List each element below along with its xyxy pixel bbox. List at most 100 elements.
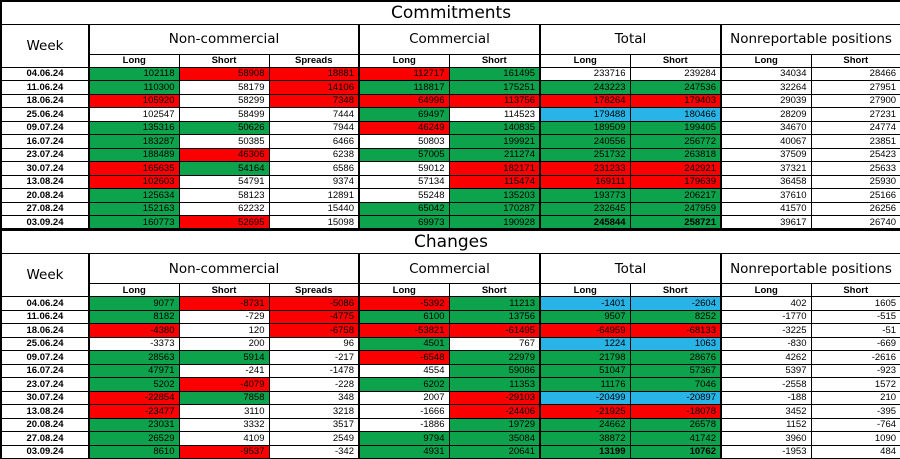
week-cell: 30.07.24 [0, 390, 90, 405]
value-cell: 263818 [629, 147, 722, 162]
value-cell: 8252 [629, 309, 722, 324]
value-cell: 36458 [720, 174, 812, 189]
value-cell: -8731 [178, 296, 270, 311]
value-cell: 165635 [88, 161, 180, 176]
value-cell: 27900 [810, 93, 900, 108]
table-row: 30.07.24 -22854 7858 348 2007 -29103 -20499 -20… [0, 390, 900, 405]
col-total-short: Short [629, 53, 722, 68]
week-cell: 23.07.24 [0, 147, 90, 162]
value-cell: -1478 [268, 363, 360, 378]
value-cell: 10762 [629, 444, 722, 459]
value-cell: 51047 [539, 363, 631, 378]
value-cell: 57005 [358, 147, 450, 162]
value-cell: -2604 [629, 296, 722, 311]
value-cell: -20499 [539, 390, 631, 405]
value-cell: -1886 [358, 417, 450, 432]
week-cell: 18.06.24 [0, 323, 90, 338]
value-cell: 58908 [178, 66, 270, 81]
group-commercial: Commercial [358, 23, 541, 55]
value-cell: 29039 [720, 93, 812, 108]
col-noncommercial-long: Long [88, 283, 180, 297]
value-cell: 8610 [88, 444, 180, 459]
value-cell: 34034 [720, 66, 812, 81]
value-cell: -29103 [448, 390, 541, 405]
value-cell: 5202 [88, 377, 180, 392]
value-cell: 28209 [720, 107, 812, 122]
value-cell: 35084 [448, 431, 541, 446]
value-cell: 102603 [88, 174, 180, 189]
value-cell: -22854 [88, 390, 180, 405]
value-cell: 8182 [88, 309, 180, 324]
value-cell: -729 [178, 309, 270, 324]
value-cell: -395 [810, 404, 900, 419]
value-cell: 22979 [448, 350, 541, 365]
table-title: Commitments [0, 0, 900, 25]
table-row: 13.08.24 -23477 3110 3218 -1666 -24406 -21925-… [0, 404, 900, 419]
value-cell: 69973 [358, 215, 450, 230]
table-row: 25.06.24 102547 58499 7444 69497 114523 179488… [0, 107, 900, 122]
group-nonreportable: Nonreportable positions [719, 253, 900, 284]
value-cell: 6466 [268, 134, 360, 149]
value-cell: 1224 [539, 336, 631, 351]
value-cell: 113756 [448, 93, 541, 108]
col-noncommercial-long: Long [88, 53, 180, 68]
week-cell: 20.08.24 [0, 188, 90, 203]
group-total: Total [539, 253, 722, 284]
group-commercial: Commercial [358, 253, 541, 284]
value-cell: 110300 [88, 80, 180, 95]
week-cell: 16.07.24 [0, 363, 90, 378]
value-cell: -830 [720, 336, 812, 351]
value-cell: 169111 [539, 174, 631, 189]
value-cell: 26256 [810, 201, 900, 216]
value-cell: 4262 [720, 350, 812, 365]
value-cell: 59012 [358, 161, 450, 176]
group-noncommercial: Non-commercial [88, 23, 360, 55]
value-cell: 206217 [629, 188, 722, 203]
value-cell: -188 [720, 390, 812, 405]
col-total-long: Long [539, 283, 631, 297]
table-row: 20.08.24 125634 58123 12891 55248 135203 19377… [0, 188, 900, 203]
value-cell: 21798 [539, 350, 631, 365]
value-cell: 25166 [810, 188, 900, 203]
value-cell: 4109 [178, 431, 270, 446]
value-cell: 7348 [268, 93, 360, 108]
value-cell: 27231 [810, 107, 900, 122]
value-cell: -1953 [720, 444, 812, 459]
value-cell: 160773 [88, 215, 180, 230]
value-cell: 2007 [358, 390, 450, 405]
week-cell: 09.07.24 [0, 120, 90, 135]
value-cell: 1572 [810, 377, 900, 392]
table-row: 03.09.24 160773 52695 15098 69973 190928 24584… [0, 215, 900, 230]
value-cell: 4931 [358, 444, 450, 459]
value-cell: -53821 [358, 323, 450, 338]
week-cell: 04.06.24 [0, 296, 90, 311]
value-cell: 15098 [268, 215, 360, 230]
col-noncommercial-spreads: Spreads [268, 283, 360, 297]
col-noncommercial-short: Short [178, 283, 270, 297]
value-cell: 69497 [358, 107, 450, 122]
value-cell: 193773 [539, 188, 631, 203]
value-cell: 102118 [88, 66, 180, 81]
col-nonreportable-short: Short [810, 53, 900, 68]
table-row: 11.06.24 8182 -729 -4775 6100 13756 9507 8252 -1… [0, 309, 900, 324]
value-cell: 112717 [358, 66, 450, 81]
value-cell: -24406 [448, 404, 541, 419]
value-cell: 39617 [720, 215, 812, 230]
value-cell: 118817 [358, 80, 450, 95]
value-cell: 7858 [178, 390, 270, 405]
value-cell: 6586 [268, 161, 360, 176]
value-cell: 105920 [88, 93, 180, 108]
value-cell: -515 [810, 309, 900, 324]
commitments-table: Commitments Week Non-commercial Commerci… [0, 0, 900, 230]
value-cell: 52695 [178, 215, 270, 230]
value-cell: 200 [178, 336, 270, 351]
value-cell: -923 [810, 363, 900, 378]
value-cell: 59086 [448, 363, 541, 378]
value-cell: -18078 [629, 404, 722, 419]
value-cell: 64996 [358, 93, 450, 108]
value-cell: 1090 [810, 431, 900, 446]
col-commercial-short: Short [448, 53, 541, 68]
group-header-row: Week Non-commercial Commercial Total Non… [0, 23, 900, 68]
title-row: Commitments [0, 0, 900, 25]
week-cell: 30.07.24 [0, 161, 90, 176]
